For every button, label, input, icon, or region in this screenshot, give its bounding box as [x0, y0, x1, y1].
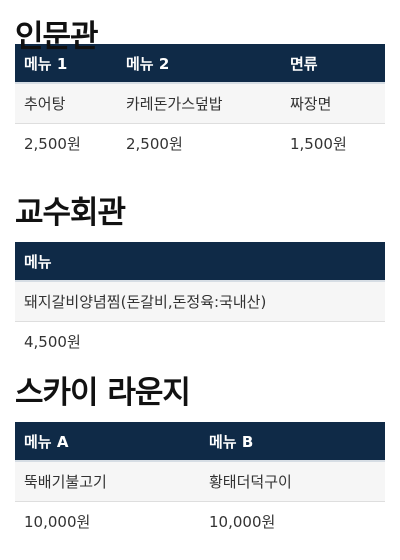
column-header: 메뉴 A	[15, 422, 200, 462]
table-header-row: 메뉴	[15, 242, 385, 282]
section-inmungwan: 인문관 메뉴 1 메뉴 2 면류 추어탕 카레돈가스덮밥 짜장면 2,500원 …	[15, 0, 385, 182]
menu-item-cell: 추어탕	[15, 83, 117, 124]
table-row: 돼지갈비양념찜(돈갈비,돈정육:국내산)	[15, 281, 385, 322]
menu-item-cell: 황태더덕구이	[200, 461, 385, 502]
section-title: 스카이 라운지	[15, 375, 191, 411]
column-header: 메뉴 B	[200, 422, 385, 462]
price-cell: 1,500원	[281, 123, 385, 163]
section-faculty-hall: 교수회관 메뉴 돼지갈비양념찜(돈갈비,돈정육:국내산) 4,500원	[15, 182, 385, 362]
menu-item-cell: 카레돈가스덮밥	[117, 83, 281, 124]
menu-table: 메뉴 1 메뉴 2 면류 추어탕 카레돈가스덮밥 짜장면 2,500원 2,50…	[15, 44, 385, 163]
section-sky-lounge: 스카이 라운지 메뉴 A 메뉴 B 뚝배기불고기 황태더덕구이 10,000원 …	[15, 362, 385, 541]
table-row: 추어탕 카레돈가스덮밥 짜장면	[15, 83, 385, 124]
price-cell: 2,500원	[15, 123, 117, 163]
section-title: 인문관	[15, 19, 99, 55]
table-row: 뚝배기불고기 황태더덕구이	[15, 461, 385, 502]
table-row: 10,000원 10,000원	[15, 501, 385, 541]
menu-table: 메뉴 A 메뉴 B 뚝배기불고기 황태더덕구이 10,000원 10,000원	[15, 422, 385, 541]
column-header: 면류	[281, 44, 385, 84]
table-row: 2,500원 2,500원 1,500원	[15, 123, 385, 163]
price-cell: 2,500원	[117, 123, 281, 163]
price-cell: 4,500원	[15, 321, 385, 361]
column-header: 메뉴 2	[117, 44, 281, 84]
price-cell: 10,000원	[200, 501, 385, 541]
column-header: 메뉴 1	[15, 44, 117, 84]
menu-item-cell: 뚝배기불고기	[15, 461, 200, 502]
table-header-row: 메뉴 A 메뉴 B	[15, 422, 385, 462]
table-row: 4,500원	[15, 321, 385, 361]
section-title: 교수회관	[15, 195, 126, 231]
column-header: 메뉴	[15, 242, 385, 282]
menu-item-cell: 짜장면	[281, 83, 385, 124]
menu-table: 메뉴 돼지갈비양념찜(돈갈비,돈정육:국내산) 4,500원	[15, 242, 385, 361]
menu-item-cell: 돼지갈비양념찜(돈갈비,돈정육:국내산)	[15, 281, 385, 322]
table-header-row: 메뉴 1 메뉴 2 면류	[15, 44, 385, 84]
price-cell: 10,000원	[15, 501, 200, 541]
